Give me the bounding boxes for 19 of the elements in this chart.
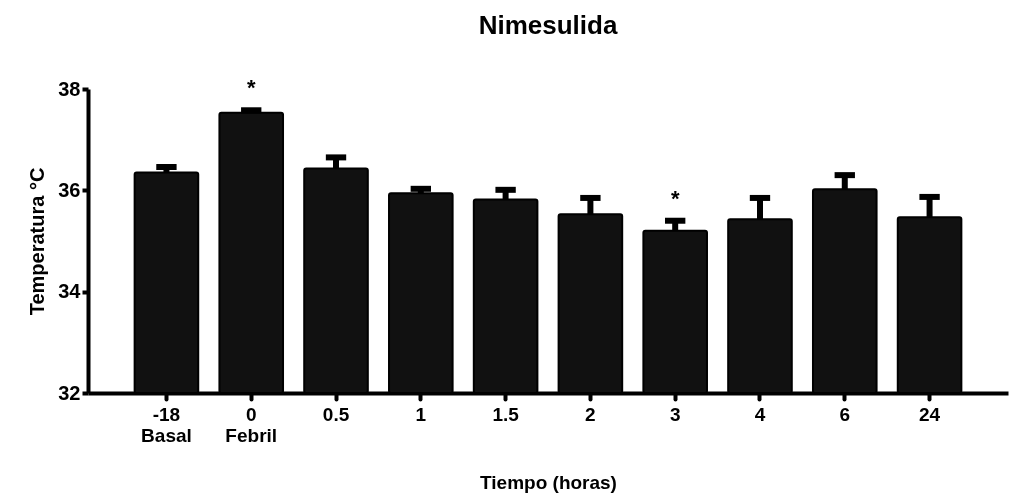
chart-title: Nimesulida	[478, 10, 618, 41]
x-tick-label: 24	[919, 403, 941, 425]
y-axis-title: Temperatura °C	[26, 167, 49, 316]
y-tick-label: 38	[58, 77, 81, 100]
x-tick-label: 6	[839, 403, 851, 425]
x-axis-title: Tiempo (horas)	[480, 471, 617, 493]
annotation: *	[246, 75, 256, 101]
x-tick-label: 0 Febril	[225, 403, 278, 446]
y-tick-label: 36	[58, 178, 81, 201]
x-tick-label: 2	[585, 403, 596, 425]
y-tick-label: 34	[58, 280, 82, 303]
x-tick-label: 0.5	[322, 403, 350, 425]
x-tick-label: 1	[415, 403, 427, 425]
x-tick-label: 1.5	[492, 403, 520, 425]
x-tick-label: 4	[754, 403, 766, 425]
y-tick-label: 32	[58, 381, 81, 404]
x-tick-label: 3	[669, 403, 681, 425]
x-tick-label: -18 Basal	[141, 403, 192, 446]
annotation: *	[670, 185, 680, 211]
